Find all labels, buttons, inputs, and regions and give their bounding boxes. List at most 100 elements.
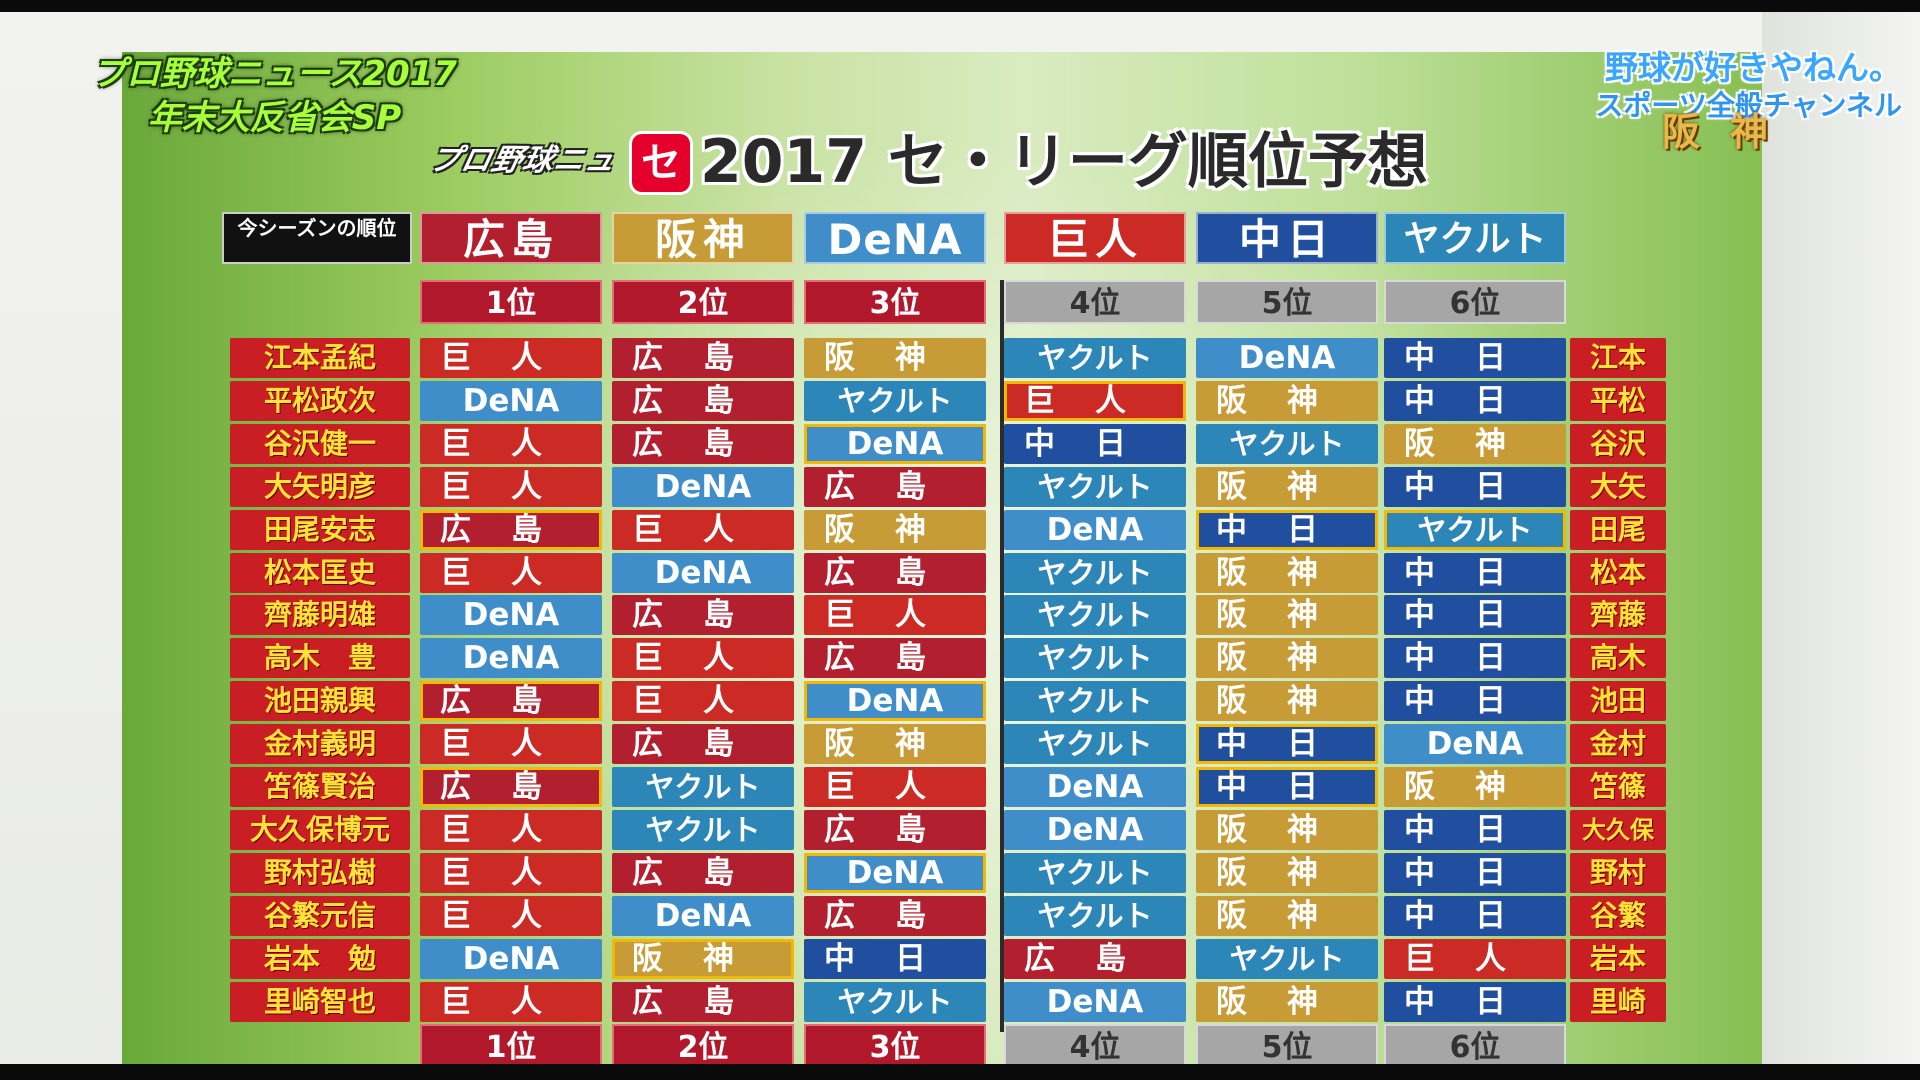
prediction-cell: 広島	[612, 381, 794, 421]
prediction-cell: ヤクルト	[612, 810, 794, 850]
prediction-cell: 広島	[612, 338, 794, 378]
prediction-cell: 中日	[1384, 896, 1566, 936]
prediction-cell: DeNA	[612, 896, 794, 936]
prediction-cell: 巨人	[1384, 939, 1566, 979]
prediction-cell: DeNA	[420, 638, 602, 678]
rank-header-bottom-5: 6位	[1384, 1024, 1566, 1064]
rank-header-bottom-3: 4位	[1004, 1024, 1186, 1064]
prediction-cell: DeNA	[1196, 338, 1378, 378]
pundit-short-name: 金村	[1570, 724, 1666, 764]
prediction-cell: 中日	[1384, 853, 1566, 893]
prediction-cell: DeNA	[804, 853, 986, 893]
pundit-name: 谷沢健一	[230, 424, 410, 464]
prediction-cell: ヤクルト	[1004, 338, 1186, 378]
pundit-name: 笘篠賢治	[230, 767, 410, 807]
prediction-cell: 阪神	[1196, 553, 1378, 593]
prediction-cell: 中日	[804, 939, 986, 979]
header-team-2: DeNA	[804, 212, 986, 264]
video-frame: プロ野球ニュース2017 年末大反省会SP プロ野球ニュース 野球が好きやねん。…	[0, 12, 1920, 1064]
pundit-short-name: 谷沢	[1570, 424, 1666, 464]
pundit-short-name: 里崎	[1570, 982, 1666, 1022]
prediction-cell: 阪神	[1196, 982, 1378, 1022]
prediction-cell: 中日	[1196, 767, 1378, 807]
prediction-cell: 巨人	[420, 553, 602, 593]
prediction-cell: DeNA	[612, 553, 794, 593]
pundit-name: 岩本 勉	[230, 939, 410, 979]
pundit-short-name: 高木	[1570, 638, 1666, 678]
prediction-cell: 中日	[1384, 338, 1566, 378]
prediction-cell: 巨人	[420, 982, 602, 1022]
pundit-short-name: 松本	[1570, 553, 1666, 593]
prediction-cell: ヤクルト	[1196, 939, 1378, 979]
prediction-cell: 広島	[612, 724, 794, 764]
prediction-cell: ヤクルト	[1196, 424, 1378, 464]
prediction-cell: ヤクルト	[1004, 595, 1186, 635]
rank-divider	[1000, 280, 1004, 1032]
season-rank-label: 今シーズンの順位	[222, 212, 412, 264]
rank-header-top-2: 3位	[804, 280, 986, 324]
prediction-cell: 阪神	[1196, 681, 1378, 721]
pundit-name: 松本匡史	[230, 553, 410, 593]
prediction-cell: DeNA	[612, 467, 794, 507]
prediction-cell: 阪神	[1196, 595, 1378, 635]
pundit-name: 野村弘樹	[230, 853, 410, 893]
pundit-name: 江本孟紀	[230, 338, 410, 378]
show-title: プロ野球ニュース2017 年末大反省会SP	[92, 52, 457, 140]
prediction-cell: 阪神	[1196, 853, 1378, 893]
prediction-cell: DeNA	[804, 424, 986, 464]
pundit-short-name: 大久保	[1570, 810, 1666, 850]
prediction-cell: ヤクルト	[1384, 510, 1566, 550]
prediction-cell: DeNA	[420, 381, 602, 421]
prediction-cell: 阪神	[1196, 810, 1378, 850]
prediction-cell: 広島	[804, 638, 986, 678]
prediction-cell: 中日	[1384, 982, 1566, 1022]
prediction-cell: 中日	[1384, 381, 1566, 421]
prediction-cell: 中日	[1004, 424, 1186, 464]
prediction-cell: 巨人	[420, 810, 602, 850]
prediction-cell: DeNA	[420, 595, 602, 635]
prediction-cell: 広島	[804, 896, 986, 936]
prediction-cell: 阪神	[1196, 638, 1378, 678]
prediction-cell: 巨人	[1004, 381, 1186, 421]
pundit-short-name: 江本	[1570, 338, 1666, 378]
board-title-text: 2017 セ・リーグ順位予想	[700, 127, 1428, 197]
prediction-cell: DeNA	[420, 939, 602, 979]
header-team-0: 広島	[420, 212, 602, 264]
prediction-cell: 中日	[1384, 810, 1566, 850]
prediction-cell: ヤクルト	[1004, 896, 1186, 936]
show-title-line1: プロ野球ニュース2017	[92, 54, 457, 94]
prediction-cell: 広島	[804, 810, 986, 850]
prediction-cell: 巨人	[612, 510, 794, 550]
rank-header-bottom-1: 2位	[612, 1024, 794, 1064]
prediction-cell: 巨人	[420, 424, 602, 464]
pundit-short-name: 池田	[1570, 681, 1666, 721]
prediction-cell: ヤクルト	[804, 982, 986, 1022]
prediction-cell: 阪神	[612, 939, 794, 979]
prediction-cell: DeNA	[1004, 510, 1186, 550]
rank-header-top-0: 1位	[420, 280, 602, 324]
pundit-short-name: 笘篠	[1570, 767, 1666, 807]
prediction-cell: 巨人	[420, 853, 602, 893]
prediction-cell: 巨人	[804, 767, 986, 807]
prediction-cell: 広島	[612, 424, 794, 464]
prediction-cell: 阪神	[1384, 767, 1566, 807]
prediction-cell: 広島	[420, 767, 602, 807]
prediction-cell: 阪神	[1384, 424, 1566, 464]
pundit-name: 谷繁元信	[230, 896, 410, 936]
pundit-name: 大久保博元	[230, 810, 410, 850]
studio-wall	[1762, 12, 1920, 1064]
prediction-cell: ヤクルト	[612, 767, 794, 807]
prediction-cell: 広島	[612, 982, 794, 1022]
show-title-line2: 年末大反省会SP	[147, 98, 402, 138]
prediction-cell: 広島	[804, 467, 986, 507]
channel-line1: 野球が好きやねん。	[1605, 48, 1902, 87]
prediction-cell: ヤクルト	[1004, 467, 1186, 507]
prediction-cell: 阪神	[804, 724, 986, 764]
prediction-cell: DeNA	[1384, 724, 1566, 764]
prediction-cell: 阪神	[804, 510, 986, 550]
pundit-name: 齊藤明雄	[230, 595, 410, 635]
prediction-cell: 巨人	[420, 896, 602, 936]
prediction-cell: 広島	[1004, 939, 1186, 979]
rank-header-top-4: 5位	[1196, 280, 1378, 324]
pundit-name: 池田親興	[230, 681, 410, 721]
